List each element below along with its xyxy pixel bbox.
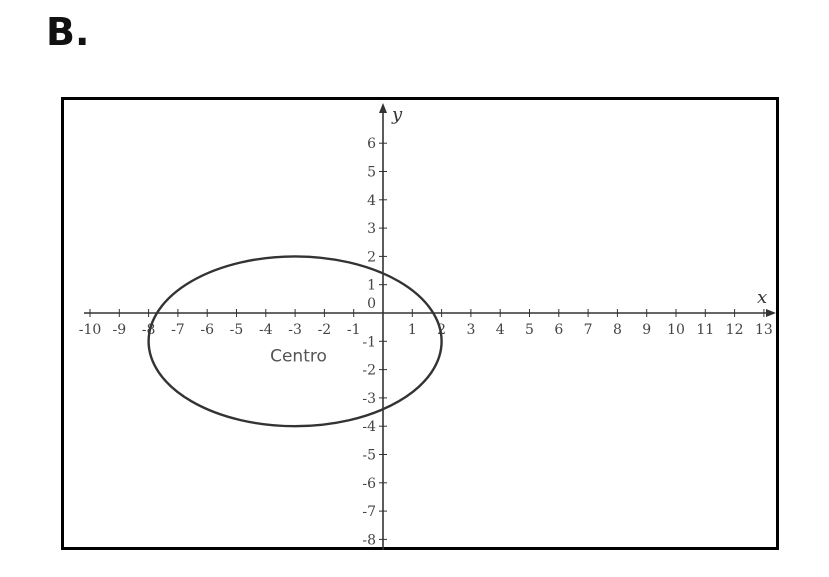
y-tick-label: -1 <box>362 334 376 350</box>
y-axis-arrow-icon <box>379 103 387 113</box>
x-tick-label: -3 <box>288 322 302 338</box>
option-label: B. <box>46 10 90 54</box>
x-tick-label: 12 <box>726 322 744 338</box>
y-tick-label: -8 <box>362 532 376 548</box>
x-tick-label: -6 <box>200 322 214 338</box>
x-tick-label: 13 <box>755 322 773 338</box>
x-tick-label: 6 <box>554 322 563 338</box>
x-tick-label: 5 <box>525 322 534 338</box>
x-tick-label: -10 <box>79 322 102 338</box>
y-axis-label: y <box>391 104 403 125</box>
x-axis-arrow-icon <box>766 309 776 317</box>
y-tick-label: -7 <box>362 504 376 520</box>
x-tick-label: 8 <box>613 322 622 338</box>
coordinate-plane: x y -10 -9 -8 -7 -6 -5 -4 -3 -2 -1 1 2 3 4 5 6 7 8 9 10 11 12… <box>79 103 776 550</box>
x-tick-label: -2 <box>318 322 332 338</box>
x-tick-label: -4 <box>259 322 273 338</box>
y-tick-label: -4 <box>362 419 376 435</box>
figure-frame: x y -10 -9 -8 -7 -6 -5 -4 -3 -2 -1 1 2 3 4 5 6 7 8 9 10 11 12… <box>61 97 779 550</box>
y-tick-label: -6 <box>362 476 376 492</box>
ellipse-center-label: Centro <box>270 346 327 366</box>
y-tick-label: -3 <box>362 391 376 407</box>
x-tick-label: 11 <box>696 322 714 338</box>
x-tick-label: 4 <box>496 322 505 338</box>
x-tick-label: 9 <box>642 322 651 338</box>
x-tick-label: 1 <box>408 322 417 338</box>
y-tick-label: 3 <box>367 221 376 237</box>
x-tick-label: 2 <box>437 322 446 338</box>
x-tick-label: -9 <box>112 322 126 338</box>
x-tick-label: -7 <box>171 322 185 338</box>
y-tick-label: 4 <box>367 193 376 209</box>
y-tick-label: 0 <box>367 296 376 312</box>
y-tick-label: 5 <box>367 165 376 181</box>
y-tick-label: 1 <box>367 278 376 294</box>
y-tick-label: -5 <box>362 448 376 464</box>
x-tick-label: -5 <box>230 322 244 338</box>
x-tick-label: 10 <box>667 322 685 338</box>
x-tick-label: -1 <box>347 322 361 338</box>
y-tick-label: 2 <box>367 249 376 265</box>
y-tick-group: 6 5 4 3 2 1 0 -1 -2 -3 -4 -5 -6 -7 -8 <box>362 136 387 548</box>
x-axis-label: x <box>757 287 767 308</box>
x-tick-group: -10 -9 -8 -7 -6 -5 -4 -3 -2 -1 1 2 3 4 5 6 7 8 9 10 11 12 13 <box>79 309 773 338</box>
x-tick-label: 3 <box>466 322 475 338</box>
x-tick-label: 7 <box>584 322 593 338</box>
ellipse <box>147 255 443 428</box>
y-tick-label: -2 <box>362 363 376 379</box>
y-tick-label: 6 <box>367 136 376 152</box>
